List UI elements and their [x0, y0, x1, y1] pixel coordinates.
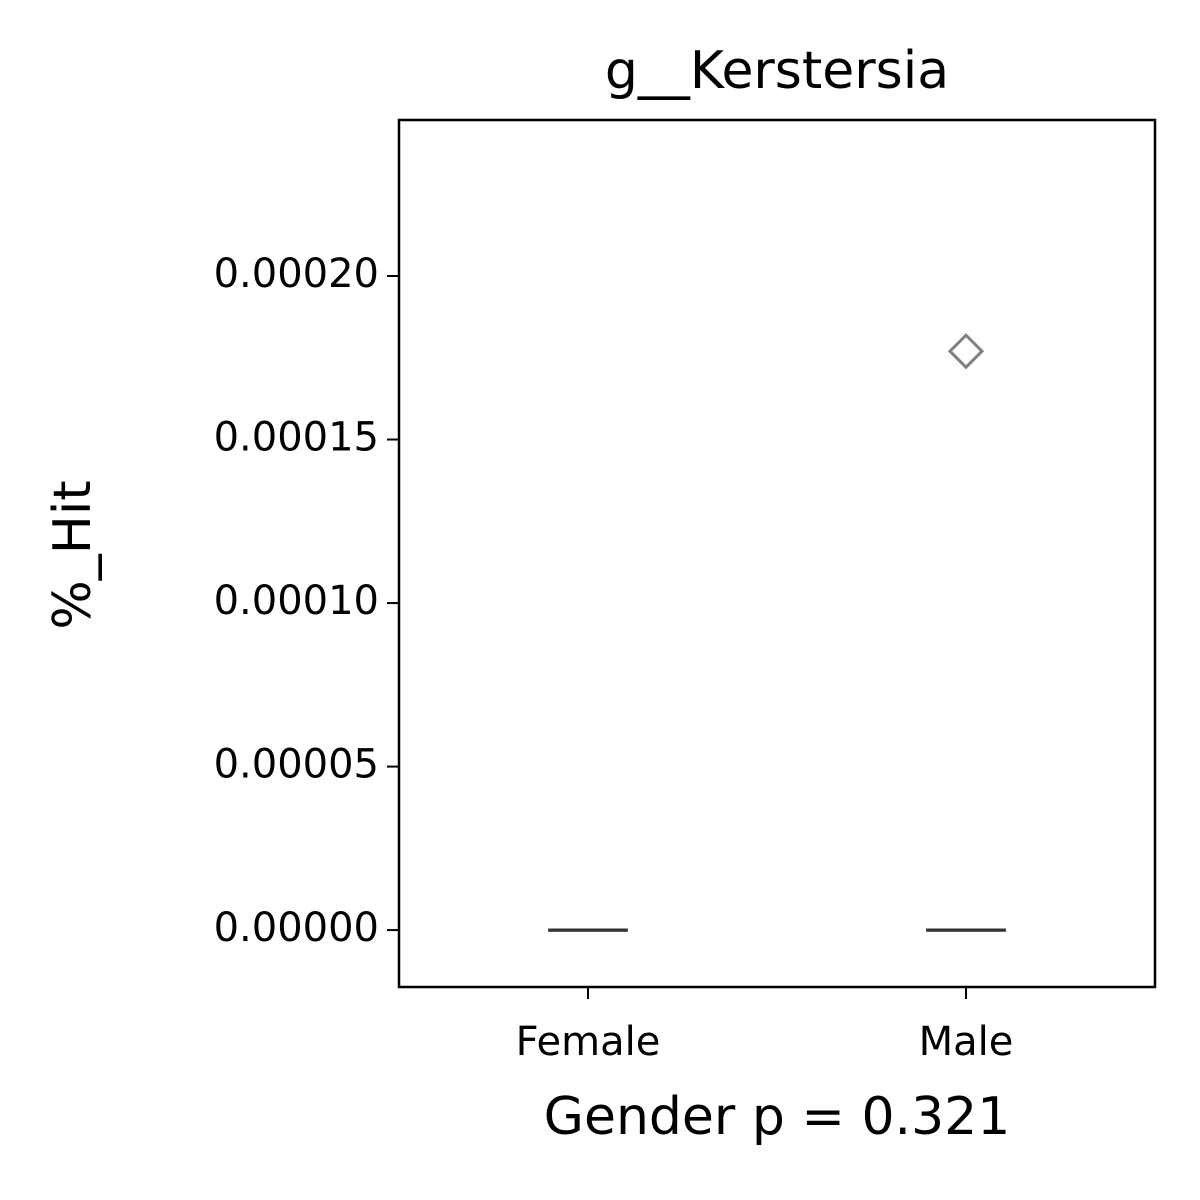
y-tick-label: 0.00020 — [214, 251, 379, 297]
y-tick-label: 0.00000 — [214, 905, 379, 951]
outlier — [947, 333, 985, 370]
x-tick-label: Female — [516, 1019, 661, 1065]
y-tick-label: 0.00005 — [214, 742, 379, 788]
x-tick-label: Male — [919, 1019, 1014, 1065]
x-axis-label: Gender p = 0.321 — [544, 1087, 1011, 1147]
y-axis-label: %_Hit — [43, 480, 103, 629]
y-tick-label: 0.00015 — [214, 415, 379, 461]
chart-title: g__Kerstersia — [605, 41, 949, 101]
y-tick-label: 0.00010 — [214, 578, 379, 624]
plot-frame — [397, 118, 1157, 989]
